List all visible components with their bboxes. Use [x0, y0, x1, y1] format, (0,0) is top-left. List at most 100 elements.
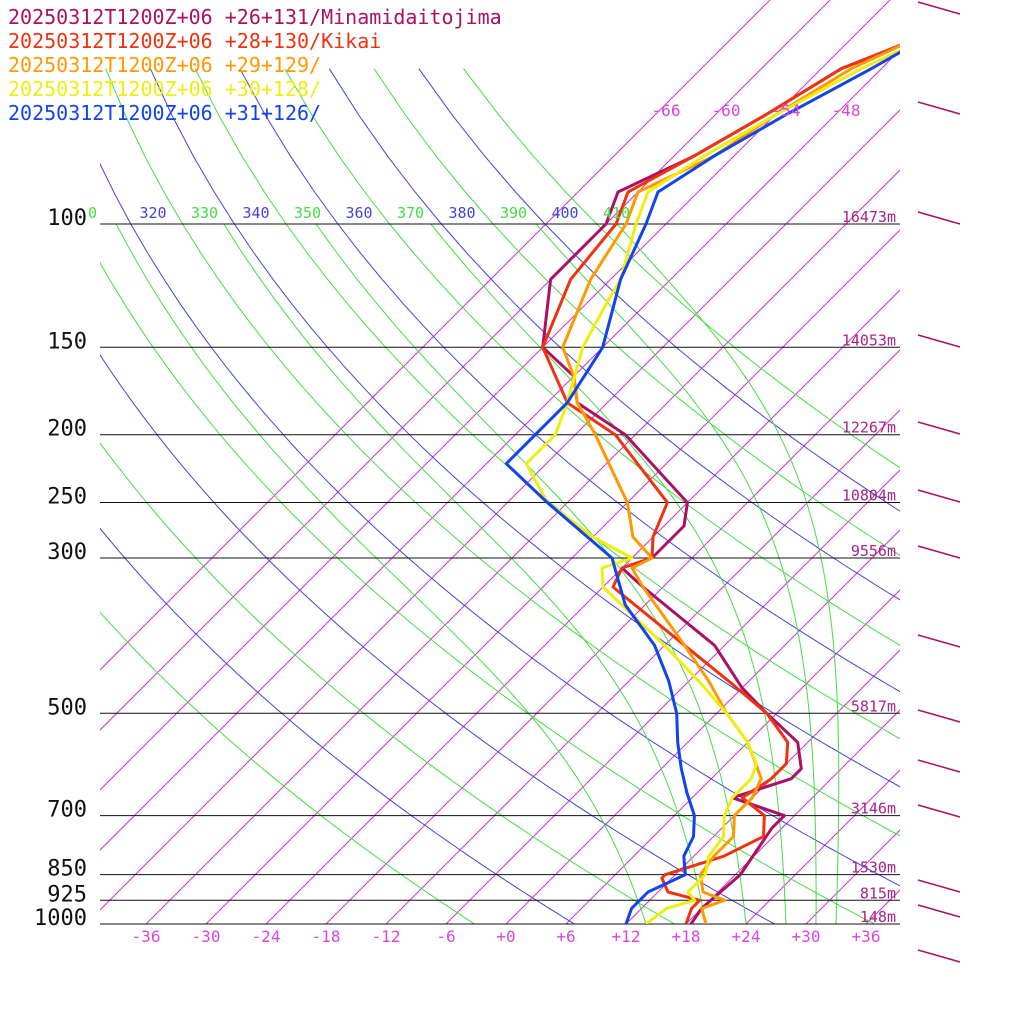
- height-label: 10804m: [842, 487, 896, 505]
- wind-barb: [917, 421, 961, 435]
- theta-label: 390: [500, 204, 527, 222]
- isotherm-line: [100, 0, 831, 731]
- height-label: 9556m: [851, 542, 896, 560]
- temperature-tick-label: +0: [496, 927, 515, 946]
- isotherm-line: [625, 649, 900, 924]
- wind-barb: [917, 804, 961, 818]
- height-label: 16473m: [842, 208, 896, 226]
- dry-adiabat-line: [100, 527, 576, 924]
- pressure-label: 925: [47, 882, 87, 907]
- temperature-tick-label: -12: [372, 927, 401, 946]
- pressure-label: 150: [47, 329, 87, 354]
- isotherm-line: [805, 829, 900, 924]
- wind-barb: [917, 949, 961, 963]
- isotherm-line: [897, 0, 1024, 953]
- isotherm-line: [100, 49, 900, 851]
- height-label: 815m: [860, 884, 896, 902]
- wind-barb: [917, 1, 961, 15]
- wind-barbs: [917, 1, 961, 963]
- isotherm-line: [205, 229, 900, 924]
- isotherm-line: [100, 109, 900, 911]
- dry-adiabat-line: [373, 68, 900, 556]
- legend-entry: 20250312T1200Z+06 +28+130/Kikai: [8, 29, 381, 53]
- dry-adiabat-line: [100, 611, 476, 924]
- height-label: 1530m: [851, 859, 896, 877]
- temperature-tick-label: -36: [132, 927, 161, 946]
- isotherm-line: [145, 169, 900, 924]
- wind-barb: [917, 904, 961, 918]
- theta-label: 0: [88, 204, 97, 222]
- pressure-label: 250: [47, 485, 87, 510]
- temperature-tick-label: +36: [852, 927, 881, 946]
- theta-label: 380: [449, 204, 476, 222]
- axis-labels: 100 16473m 150 14053m 200 12267m 250 10804m 300 9…: [34, 101, 896, 946]
- dry-adiabat-line: [149, 68, 900, 788]
- wind-barb: [917, 879, 961, 893]
- isobars: [100, 223, 900, 925]
- pressure-label: 500: [47, 695, 87, 720]
- legend-entry: 20250312T1200Z+06 +30+128/: [8, 77, 321, 101]
- isotherm-line: [325, 349, 900, 924]
- legend-entry: 20250312T1200Z+06 +31+126/: [8, 101, 321, 125]
- temperature-tick-label: -30: [192, 927, 221, 946]
- pressure-label: 200: [47, 417, 87, 442]
- temperature-tick-label: -18: [312, 927, 341, 946]
- isotherm-line: [385, 409, 900, 924]
- temperature-tick-label: -24: [252, 927, 281, 946]
- height-label: 148m: [860, 908, 896, 926]
- legend-entry: 20250312T1200Z+06 +29+129/: [8, 53, 321, 77]
- legend: 20250312T1200Z+06 +26+131/Minamidaitojim…: [8, 5, 502, 125]
- isotherm-line: [745, 769, 900, 924]
- upper-temperature-tick-label: -54: [772, 101, 801, 120]
- dry-adiabat-line: [100, 162, 900, 887]
- theta-label: 360: [346, 204, 373, 222]
- isotherm-line: [265, 289, 900, 924]
- isotherm-line: [1017, 0, 1024, 953]
- theta-label: 330: [191, 204, 218, 222]
- temperature-profiles: [504, 43, 900, 924]
- upper-temperature-tick-label: -60: [712, 101, 741, 120]
- height-label: 5817m: [851, 697, 896, 715]
- height-label: 3146m: [851, 800, 896, 818]
- dry-adiabat-line: [328, 68, 900, 601]
- legend-entry: 20250312T1200Z+06 +26+131/Minamidaitojim…: [8, 5, 502, 29]
- isotherm-line: [957, 0, 1024, 953]
- pressure-label: 1000: [34, 906, 87, 931]
- dry-adiabat-line: [239, 68, 900, 693]
- wind-barb: [917, 759, 961, 773]
- pressure-label: 300: [47, 540, 87, 565]
- isotherm-line: [445, 469, 900, 924]
- dry-adiabat-line: [418, 68, 900, 512]
- temperature-tick-label: -6: [436, 927, 455, 946]
- profile-line: [524, 48, 900, 924]
- wind-barb: [917, 634, 961, 648]
- theta-label: 350: [294, 204, 321, 222]
- upper-temperature-tick-label: -66: [652, 101, 681, 120]
- theta-label: 370: [397, 204, 424, 222]
- temperature-tick-label: +24: [732, 927, 761, 946]
- temperature-tick-label: +30: [792, 927, 821, 946]
- isotherm-line: [100, 0, 891, 791]
- height-label: 12267m: [842, 419, 896, 437]
- dry-adiabat-line: [100, 442, 676, 924]
- wind-barb: [917, 709, 961, 723]
- temperature-tick-label: +6: [556, 927, 575, 946]
- theta-label: 410: [603, 204, 630, 222]
- theta-label: 400: [552, 204, 579, 222]
- dry-adiabat-line: [105, 68, 900, 837]
- wind-barb: [917, 101, 961, 115]
- isotherm-line: [505, 529, 900, 924]
- moist-adiabat-line: [616, 223, 840, 924]
- dry-adiabat-line: [100, 354, 776, 924]
- isotherm-line: [565, 589, 900, 924]
- isotherm-line: [100, 0, 771, 671]
- moist-adiabat-line: [223, 223, 707, 924]
- profile-line: [561, 44, 900, 924]
- pressure-label: 700: [47, 798, 87, 823]
- theta-label: 320: [140, 204, 167, 222]
- dry-adiabat-line: [100, 261, 876, 924]
- pressure-label: 100: [47, 206, 87, 231]
- profile-line: [504, 50, 900, 924]
- height-label: 14053m: [842, 331, 896, 349]
